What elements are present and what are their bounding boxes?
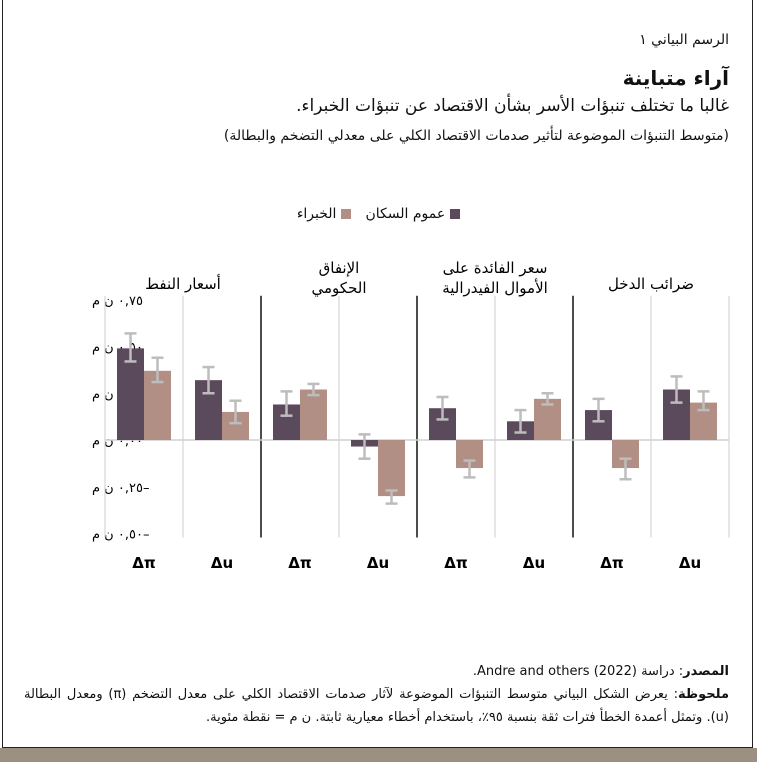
bar-experts — [378, 440, 405, 497]
x-tick-label: Δu — [211, 554, 233, 572]
source-line: المصدر: دراسة (2022) Andre and others. — [24, 660, 729, 683]
figure-frame — [2, 0, 753, 748]
legend-label: عموم السكان — [365, 206, 446, 222]
panel-label: أسعار النفط — [145, 274, 221, 293]
chart-title: آراء متباينة — [622, 66, 729, 90]
x-tick-label: Δπ — [444, 554, 467, 572]
note-line: ملحوظة: يعرض الشكل البياني متوسط التنبؤا… — [24, 683, 729, 729]
y-tick-label: –٠,٥٠ ن م — [92, 528, 149, 543]
x-tick-label: Δπ — [600, 554, 623, 572]
chart-description: (متوسط التنبؤات الموضوعة لتأثير صدمات ال… — [223, 128, 729, 144]
x-tick-label: Δu — [367, 554, 389, 572]
figure-label: الرسم البياني ١ — [639, 32, 729, 48]
legend-experts: الخبراء — [297, 206, 352, 222]
bar-experts — [300, 389, 327, 440]
source-text: : دراسة (2022) Andre and others. — [472, 664, 684, 679]
panel-label: الإنفاق — [319, 259, 360, 277]
chart-subtitle: غالبا ما تختلف تنبؤات الأسر بشأن الاقتصا… — [296, 96, 729, 116]
legend: عموم السكان الخبراء — [0, 206, 757, 222]
chart: ٠,٧٥ ن م٠,٥٠ ن م٠,٢٥ ن م٠,٠٠ ن م–٠,٢٥ ن … — [92, 259, 730, 572]
legend-households: عموم السكان — [365, 206, 461, 222]
panel-label: الأموال الفيدرالية — [442, 278, 548, 297]
panel-label: ضرائب الدخل — [608, 275, 694, 293]
legend-label: الخبراء — [296, 206, 337, 222]
y-tick-label: ٠,٧٥ ن م — [92, 294, 143, 309]
panel-label: الحكومي — [312, 279, 367, 298]
legend-swatch-experts — [341, 209, 352, 219]
y-tick-label: –٠,٢٥ ن م — [92, 481, 149, 496]
note-label: ملحوظة — [677, 687, 729, 702]
legend-swatch-households — [450, 209, 461, 219]
source-label: المصدر — [683, 664, 729, 679]
note-text: : يعرض الشكل البياني متوسط التنبؤات المو… — [24, 687, 729, 725]
x-tick-label: Δπ — [132, 554, 155, 572]
x-tick-label: Δu — [679, 554, 701, 572]
notes: المصدر: دراسة (2022) Andre and others. م… — [24, 660, 729, 729]
bottom-bar — [0, 748, 757, 762]
panel-label: سعر الفائدة على — [443, 259, 548, 277]
x-tick-label: Δu — [523, 554, 545, 572]
x-tick-label: Δπ — [288, 554, 311, 572]
bar-households — [117, 348, 144, 440]
